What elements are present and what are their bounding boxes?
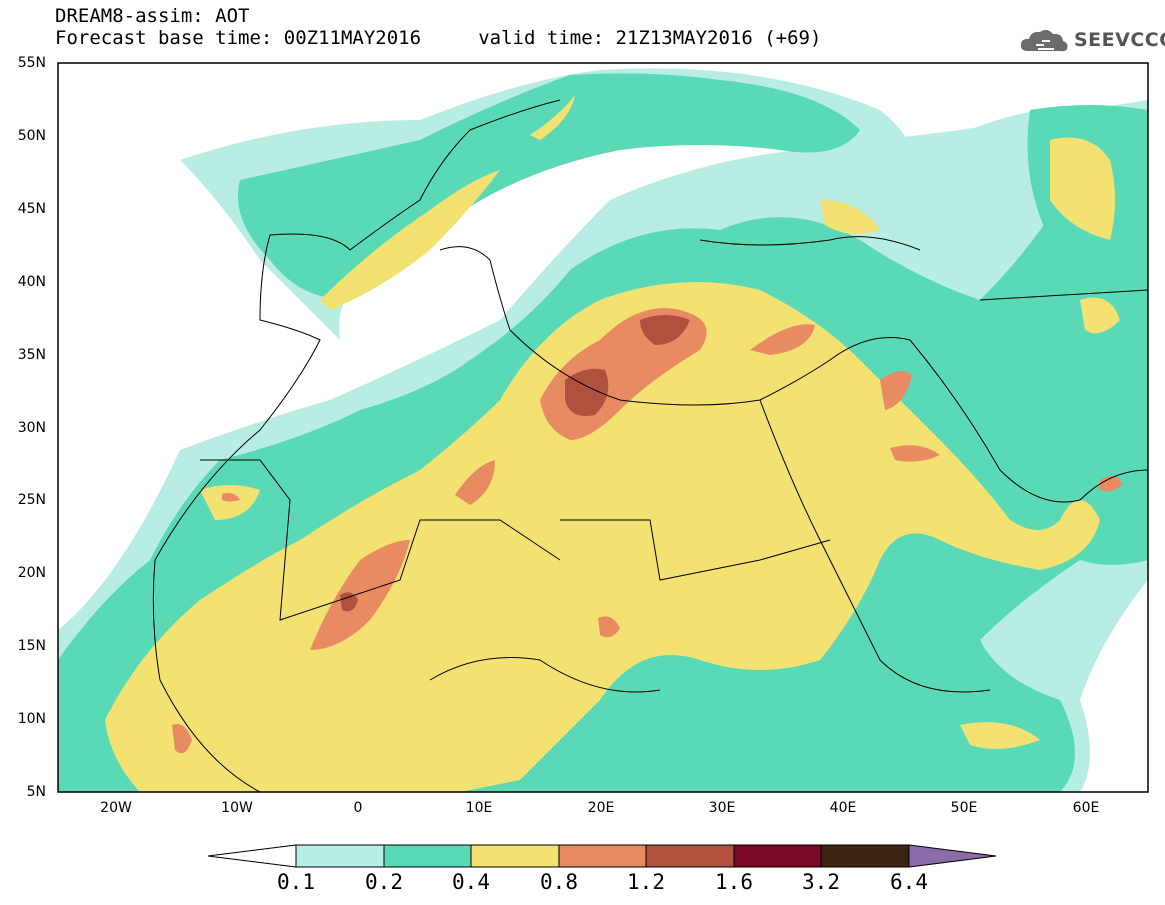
lon-tick-label: 40E xyxy=(829,800,857,816)
seevccc-logo: SEEVCCC xyxy=(1018,24,1165,56)
colorbar-swatch-1.6-3.2 xyxy=(733,844,822,868)
map-title: DREAM8-assim: AOT xyxy=(55,5,250,27)
cloud-icon xyxy=(1020,29,1068,52)
colorbar-swatch-0.2-0.4 xyxy=(383,844,472,868)
lon-tick-label: 10E xyxy=(465,800,493,816)
lat-tick-label: 20N xyxy=(17,565,46,581)
colorbar-tick-label: 0.8 xyxy=(540,870,578,894)
logo-text: SEEVCCC xyxy=(1074,29,1165,51)
colorbar-swatch-0.8-1.2 xyxy=(558,844,647,868)
colorbar-swatch-3.2-6.4 xyxy=(820,844,910,868)
lat-tick-label: 55N xyxy=(17,55,46,71)
aot-contour-field xyxy=(58,63,1148,792)
aot-level-0.4-0.8 xyxy=(105,95,1120,792)
colorbar-under-arrow xyxy=(207,844,297,868)
lon-tick-label: 50E xyxy=(950,800,978,816)
map-frame xyxy=(57,62,1149,793)
colorbar-tick-label: 6.4 xyxy=(890,870,928,894)
colorbar-tick-label: 1.2 xyxy=(627,870,665,894)
lat-tick-label: 40N xyxy=(17,274,46,290)
colorbar-tick-label: 0.4 xyxy=(452,870,490,894)
lon-tick-label: 20E xyxy=(587,800,615,816)
colorbar-swatch-1.2-1.6 xyxy=(645,844,735,868)
lat-tick-label: 45N xyxy=(17,201,46,217)
colorbar-swatch-0.1-0.2 xyxy=(295,844,385,868)
forecast-time-subtitle: Forecast base time: 00Z11MAY2016 valid t… xyxy=(55,27,822,49)
lat-tick-label: 35N xyxy=(17,347,46,363)
colorbar-tick-label: 1.6 xyxy=(715,870,753,894)
colorbar xyxy=(207,844,997,868)
colorbar-tick-label: 0.1 xyxy=(277,870,315,894)
colorbar-tick-label: 3.2 xyxy=(802,870,840,894)
lat-tick-label: 15N xyxy=(17,638,46,654)
lat-tick-label: 25N xyxy=(17,492,46,508)
lon-tick-label: 0 xyxy=(353,800,363,816)
colorbar-swatch-0.4-0.8 xyxy=(470,844,560,868)
lon-tick-label: 60E xyxy=(1072,800,1100,816)
colorbar-over-arrow xyxy=(908,844,997,868)
lat-tick-label: 50N xyxy=(17,128,46,144)
colorbar-tick-label: 0.2 xyxy=(365,870,403,894)
coastlines-and-borders xyxy=(152,99,1148,792)
lon-tick-label: 10W xyxy=(221,800,253,816)
lat-tick-label: 10N xyxy=(17,711,46,727)
lat-tick-label: 30N xyxy=(17,420,46,436)
lon-tick-label: 30E xyxy=(708,800,736,816)
lat-tick-label: 5N xyxy=(26,784,46,800)
lon-tick-label: 20W xyxy=(100,800,132,816)
